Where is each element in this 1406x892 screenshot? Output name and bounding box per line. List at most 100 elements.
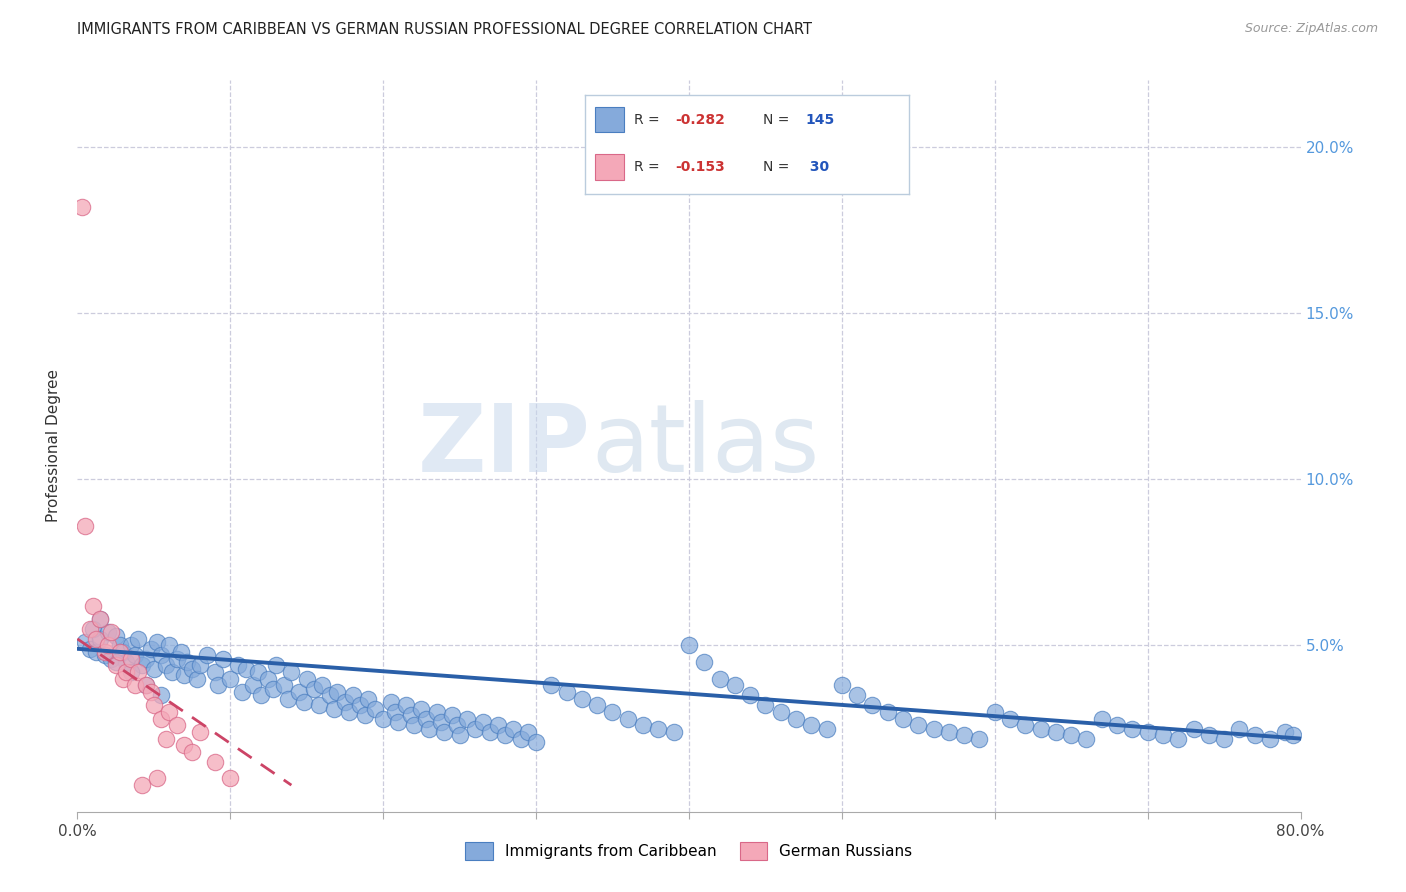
Point — [440, 708, 463, 723]
Point — [195, 648, 218, 663]
Point — [204, 755, 226, 769]
Point — [693, 655, 716, 669]
Point — [769, 705, 792, 719]
Point — [1029, 722, 1052, 736]
Point — [139, 685, 162, 699]
Legend: Immigrants from Caribbean, German Russians: Immigrants from Caribbean, German Russia… — [460, 837, 918, 866]
Point — [399, 708, 422, 723]
Point — [647, 722, 669, 736]
Point — [415, 712, 437, 726]
Point — [831, 678, 853, 692]
Point — [502, 722, 524, 736]
Point — [157, 705, 180, 719]
Point — [402, 718, 425, 732]
Point — [89, 612, 111, 626]
Point — [146, 635, 169, 649]
Text: IMMIGRANTS FROM CARIBBEAN VS GERMAN RUSSIAN PROFESSIONAL DEGREE CORRELATION CHAR: IMMIGRANTS FROM CARIBBEAN VS GERMAN RUSS… — [77, 22, 813, 37]
Point — [1107, 718, 1129, 732]
Point — [517, 725, 540, 739]
Point — [135, 652, 157, 666]
Point — [433, 725, 456, 739]
Point — [82, 622, 104, 636]
Point — [740, 689, 762, 703]
Point — [969, 731, 991, 746]
Point — [380, 695, 402, 709]
Point — [89, 632, 111, 646]
Point — [155, 658, 177, 673]
Point — [456, 712, 478, 726]
Point — [1091, 712, 1114, 726]
Text: ZIP: ZIP — [418, 400, 591, 492]
Point — [1076, 731, 1098, 746]
Point — [1121, 722, 1143, 736]
Point — [235, 662, 257, 676]
Point — [207, 678, 229, 692]
Point — [395, 698, 418, 713]
Point — [384, 705, 406, 719]
Point — [73, 635, 96, 649]
Point — [100, 625, 122, 640]
Point — [938, 725, 960, 739]
Point — [104, 658, 127, 673]
Point — [70, 200, 93, 214]
Point — [471, 714, 494, 729]
Point — [326, 685, 349, 699]
Point — [157, 639, 180, 653]
Point — [124, 678, 146, 692]
Point — [219, 772, 242, 786]
Point — [1060, 728, 1083, 742]
Point — [108, 639, 131, 653]
Point — [100, 652, 122, 666]
Point — [464, 722, 486, 736]
Point — [231, 685, 253, 699]
Point — [323, 701, 346, 715]
Point — [166, 652, 188, 666]
Point — [257, 672, 280, 686]
Point — [353, 708, 375, 723]
Point — [181, 662, 204, 676]
Point — [815, 722, 838, 736]
Point — [1014, 718, 1036, 732]
Point — [540, 678, 562, 692]
Point — [800, 718, 823, 732]
Point — [785, 712, 807, 726]
Point — [1045, 725, 1067, 739]
Point — [176, 655, 198, 669]
Point — [135, 678, 157, 692]
Point — [446, 718, 468, 732]
Point — [1258, 731, 1281, 746]
Point — [311, 678, 333, 692]
Point — [1152, 728, 1174, 742]
Point — [1282, 728, 1305, 742]
Point — [411, 701, 433, 715]
Point — [124, 648, 146, 663]
Point — [242, 678, 264, 692]
Point — [250, 689, 273, 703]
Point — [150, 648, 173, 663]
Point — [304, 681, 326, 696]
Point — [146, 772, 169, 786]
Point — [430, 714, 453, 729]
Point — [449, 728, 471, 742]
Point — [173, 668, 195, 682]
Point — [79, 622, 101, 636]
Point — [524, 735, 547, 749]
Point — [94, 645, 117, 659]
Point — [998, 712, 1021, 726]
Point — [846, 689, 869, 703]
Point — [678, 639, 700, 653]
Point — [219, 672, 242, 686]
Point — [1243, 728, 1265, 742]
Point — [426, 705, 449, 719]
Point — [112, 645, 135, 659]
Point — [1198, 728, 1220, 742]
Point — [333, 695, 356, 709]
Point — [308, 698, 330, 713]
Point — [120, 665, 142, 679]
Point — [1229, 722, 1251, 736]
Point — [211, 652, 233, 666]
Point — [602, 705, 624, 719]
Point — [131, 778, 153, 792]
Point — [922, 722, 945, 736]
Point — [142, 698, 165, 713]
